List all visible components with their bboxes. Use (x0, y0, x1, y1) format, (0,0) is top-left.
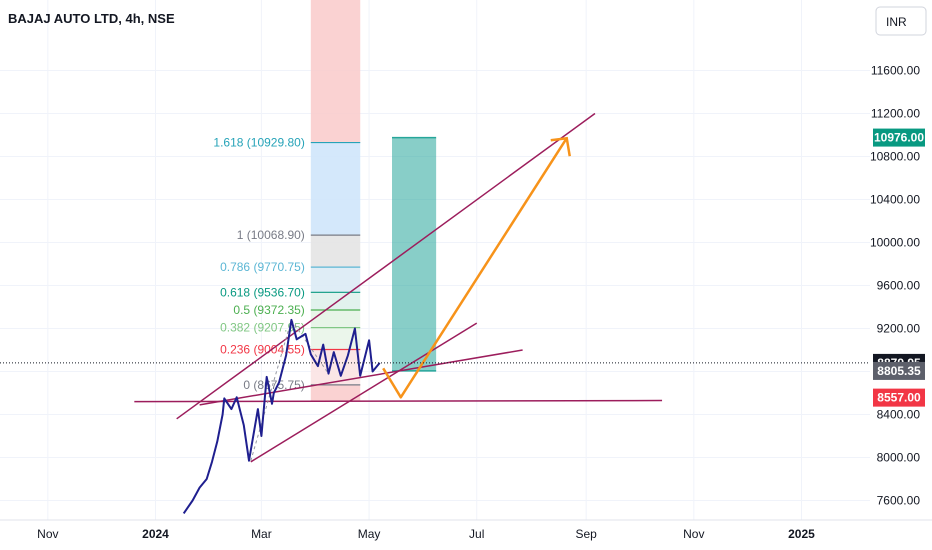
fib-level-label: 0.618 (9536.70) (220, 285, 305, 299)
fib-band (310, 267, 361, 293)
x-tick-label: Sep (575, 527, 597, 541)
x-tick-label: 2024 (142, 527, 169, 541)
fib-level-label: 0.786 (9770.75) (220, 260, 305, 274)
y-tick-label: 9200.00 (877, 322, 921, 336)
x-tick-label: May (358, 527, 381, 541)
price-badge (873, 361, 925, 380)
support-horizontal-line (134, 399, 663, 403)
y-tick-label: 7600.00 (877, 494, 921, 508)
y-tick-label: 11600.00 (871, 64, 920, 78)
fib-level-label: 1 (10068.90) (237, 228, 305, 242)
x-tick-label: Nov (37, 527, 58, 541)
fib-band (310, 235, 361, 268)
fib-anchor-line (250, 319, 292, 461)
y-tick-label: 8000.00 (877, 451, 921, 465)
x-tick-label: Jul (469, 527, 484, 541)
y-tick-label: 10800.00 (870, 150, 920, 164)
projection-path (382, 137, 568, 399)
fib-level-label: 1.618 (10929.80) (213, 136, 304, 150)
stop-zone-bottom (310, 384, 361, 402)
y-tick-label: 8400.00 (877, 408, 921, 422)
fib-band (310, 309, 361, 328)
price-badge-label: 8557.00 (877, 391, 921, 405)
x-tick-label: Mar (251, 527, 272, 541)
fib-anchor-line (290, 319, 329, 374)
projection-arrowhead (550, 136, 571, 157)
fib-level-label: 0 (8675.75) (243, 378, 304, 392)
fibonacci-retracement: 1.618 (10929.80) 1 (10068.90) 0.786 (9770.… (213, 136, 361, 392)
target-zone (392, 137, 437, 371)
y-axis: 7600.008000.008400.008800.009200.009600.… (870, 64, 920, 508)
price-badge-label: 8805.35 (877, 364, 921, 378)
fib-level-label: 0.5 (9372.35) (233, 303, 304, 317)
price-series-line (182, 318, 381, 514)
fib-level-label: 0.382 (9207.95) (220, 321, 305, 335)
y-tick-label: 9600.00 (877, 279, 921, 293)
x-tick-label: 2025 (788, 527, 815, 541)
y-tick-label: 11200.00 (871, 107, 920, 121)
channel-lower-line (250, 322, 478, 463)
fib-band (310, 142, 361, 236)
y-tick-label: 10400.00 (870, 193, 920, 207)
currency-box (875, 6, 927, 36)
stop-zone-top (310, 0, 361, 143)
x-axis: Nov 2024 Mar May Jul Sep Nov 2025 (37, 527, 815, 541)
price-badge (873, 128, 925, 147)
rising-support-line (199, 349, 523, 406)
fib-level-label: 0.236 (9004.55) (220, 343, 305, 357)
channel-upper-line (176, 112, 596, 420)
fib-band (310, 292, 361, 310)
price-badge-label: 10976.00 (874, 131, 924, 145)
x-tick-label: Nov (683, 527, 704, 541)
currency-label: INR (886, 15, 907, 29)
price-badge (873, 388, 925, 407)
trendlines (134, 112, 663, 463)
chart-title: BAJAJ AUTO LTD, 4h, NSE (8, 11, 175, 26)
y-tick-label: 10000.00 (870, 236, 920, 250)
